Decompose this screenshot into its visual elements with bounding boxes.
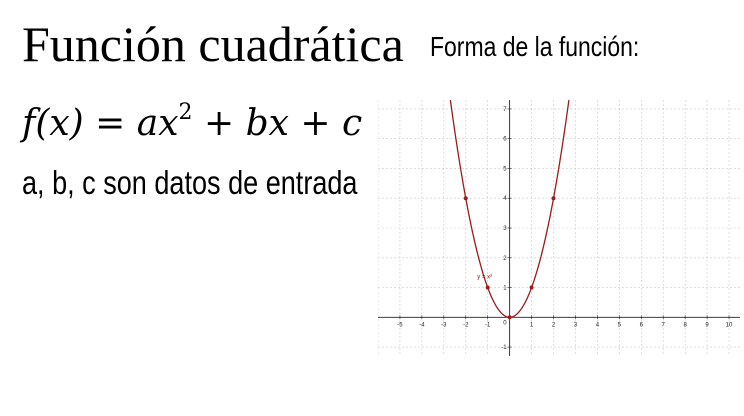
origin-label: 0	[503, 320, 507, 326]
point-layer	[463, 196, 556, 320]
x-tick-label: 5	[618, 322, 622, 328]
data-point	[529, 285, 534, 290]
y-tick-label: 6	[503, 137, 507, 143]
inputs-description: a, b, c son datos de entrada	[22, 164, 358, 201]
x-tick-label: -4	[419, 322, 425, 328]
y-tick-label: 4	[503, 196, 507, 202]
x-tick-label: -2	[463, 322, 469, 328]
x-tick-label: 4	[596, 322, 600, 328]
x-tick-label: -5	[397, 322, 403, 328]
x-tick-label: 9	[705, 322, 709, 328]
data-point	[485, 285, 490, 290]
x-tick-label: 6	[640, 322, 644, 328]
quadratic-formula: f(x) = ax2 + bx + c	[22, 88, 362, 149]
y-tick-label: -1	[501, 345, 507, 351]
y-tick-label: 7	[503, 107, 507, 113]
tick-labels: -5 -4 -3 -2 -1 1 2 3 4 5 6 7 8 9 10 -1 1 2 3 4 5 6 7 0	[397, 107, 733, 351]
x-tick-label: 3	[574, 322, 578, 328]
y-tick-label: 5	[503, 166, 507, 172]
formula-equals: =	[83, 103, 137, 144]
y-tick-label: 3	[503, 226, 507, 232]
x-tick-label: -1	[485, 322, 491, 328]
x-tick-label: 10	[726, 322, 733, 328]
x-tick-label: -3	[441, 322, 447, 328]
x-tick-label: 7	[662, 322, 666, 328]
grid	[378, 100, 740, 356]
page-title: Función cuadrática	[22, 16, 404, 72]
data-point	[463, 196, 468, 201]
x-tick-label: 8	[683, 322, 687, 328]
y-tick-label: 1	[503, 286, 507, 292]
data-point	[551, 196, 556, 201]
graph-title: Forma de la función:	[430, 31, 640, 62]
axes	[378, 100, 740, 356]
curve-label: y = x²	[477, 275, 492, 281]
formula-exponent: 2	[178, 100, 193, 125]
x-tick-label: 1	[530, 322, 534, 328]
formula-lhs: f(x)	[22, 103, 84, 144]
formula-ax: ax	[136, 103, 179, 144]
parabola-graph: -5 -4 -3 -2 -1 1 2 3 4 5 6 7 8 9 10 -1 1 2 3 4 5 6 7 0 y = x²	[378, 100, 740, 356]
formula-rest: + bx + c	[192, 103, 363, 144]
data-point	[507, 315, 512, 320]
x-tick-label: 2	[552, 322, 556, 328]
y-tick-label: 2	[503, 256, 507, 262]
